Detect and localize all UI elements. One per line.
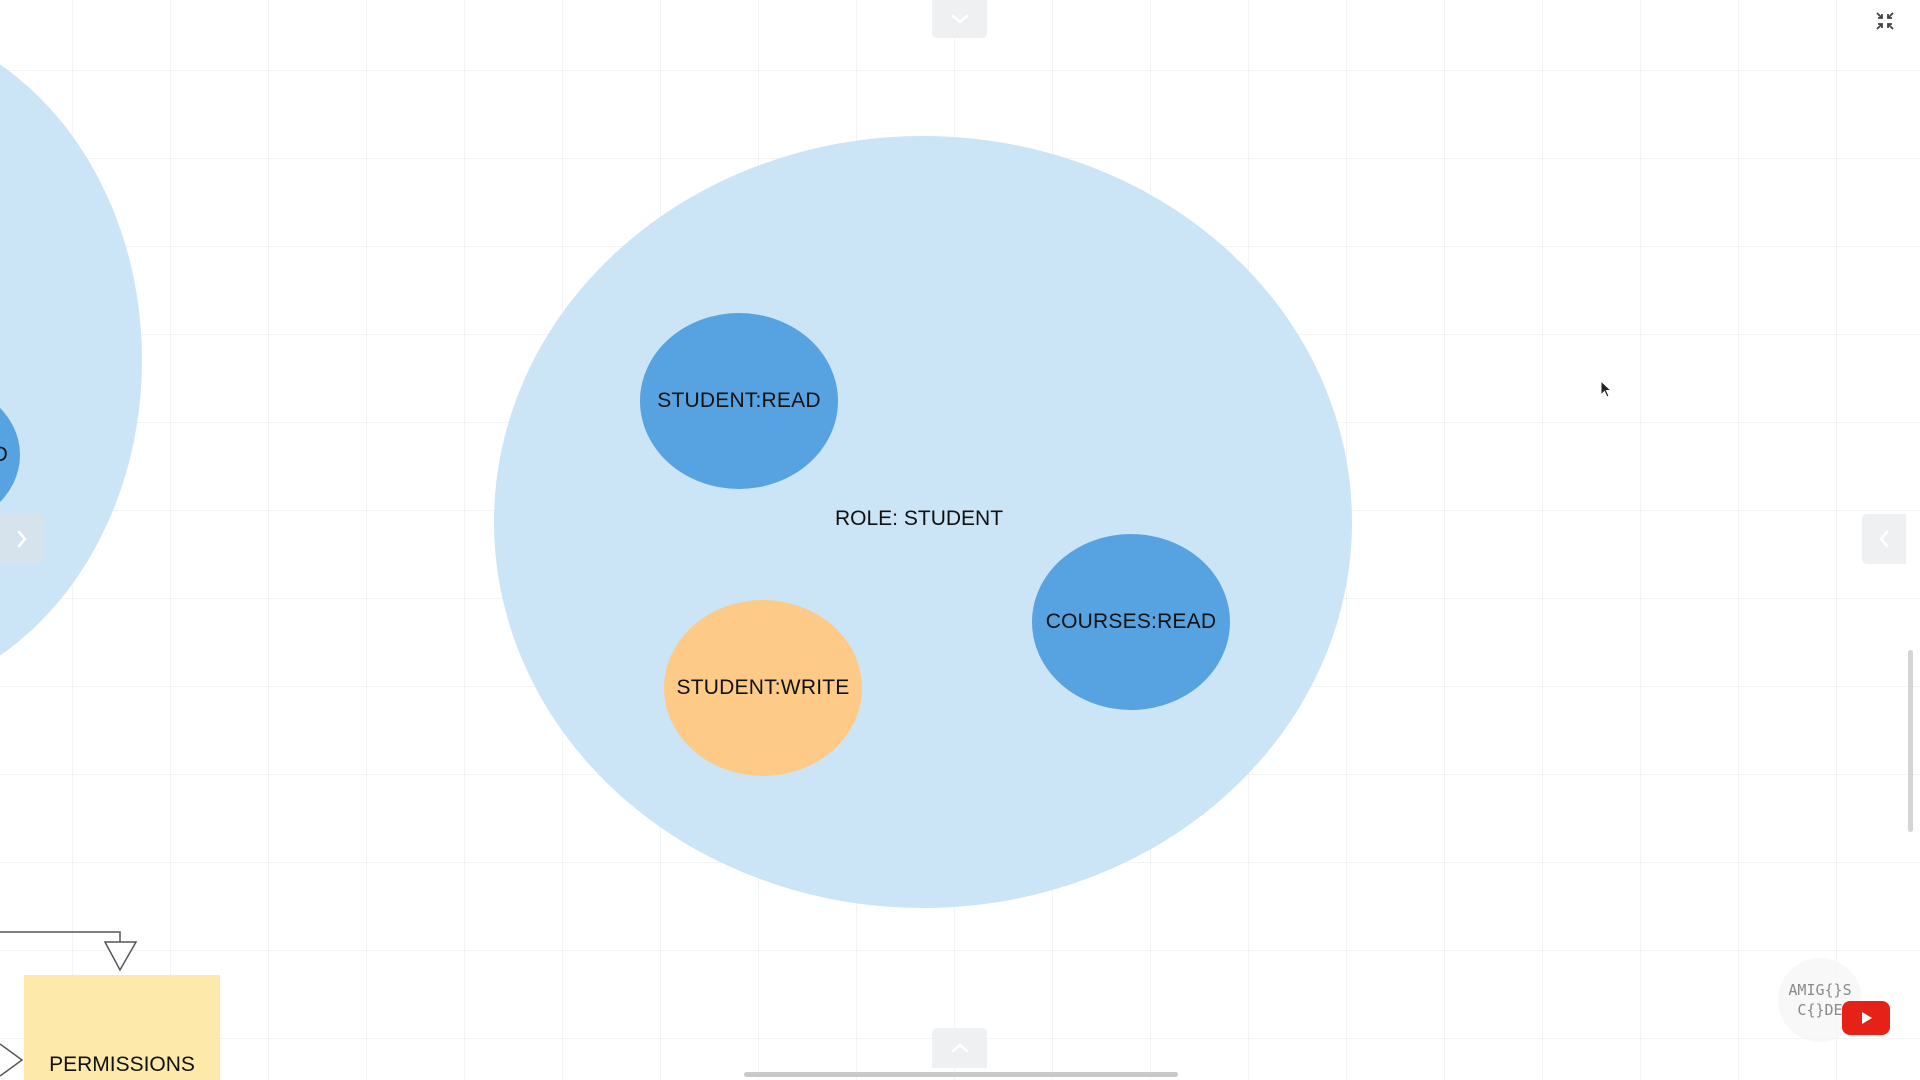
permission-label: COURSES:READ	[1045, 610, 1217, 633]
permission-label: STUDENT:READ	[657, 389, 821, 412]
bottom-panel-toggle-button[interactable]	[932, 1028, 987, 1068]
chevron-up-icon	[951, 1043, 968, 1053]
role-label: ROLE: STUDENT	[835, 507, 1004, 530]
youtube-icon[interactable]	[1842, 1001, 1890, 1035]
role-student-circle[interactable]	[494, 136, 1352, 908]
permission-student-write[interactable]: STUDENT:WRITE	[664, 600, 862, 776]
permission-label: STUDENT:WRITE	[676, 676, 850, 699]
permissions-box-label: PERMISSIONS	[49, 1053, 195, 1076]
play-icon	[1862, 1012, 1872, 1024]
chevron-left-icon	[1879, 530, 1889, 548]
horizontal-scrollbar[interactable]	[744, 1072, 1178, 1077]
chevron-down-icon	[951, 14, 968, 24]
left-role-circle[interactable]	[0, 20, 142, 700]
top-panel-toggle-button[interactable]	[932, 0, 987, 38]
permission-courses-read[interactable]: COURSES:READ	[1032, 534, 1230, 710]
watermark-line-1: AMIG{}S	[1788, 981, 1852, 999]
collapse-icon[interactable]	[1874, 10, 1896, 32]
vertical-scrollbar[interactable]	[1908, 650, 1913, 832]
left-panel-toggle-button[interactable]	[0, 514, 44, 564]
permission-student-read[interactable]: STUDENT:READ	[640, 313, 838, 489]
cursor-icon	[1600, 380, 1613, 398]
left-permission-label: D	[0, 443, 8, 466]
permissions-box[interactable]: PERMISSIONS	[24, 975, 220, 1080]
connector-arrow	[0, 931, 138, 1077]
right-panel-toggle-button[interactable]	[1862, 514, 1906, 564]
watermark-line-2: C{}DE	[1797, 1001, 1843, 1019]
chevron-right-icon	[17, 530, 27, 548]
